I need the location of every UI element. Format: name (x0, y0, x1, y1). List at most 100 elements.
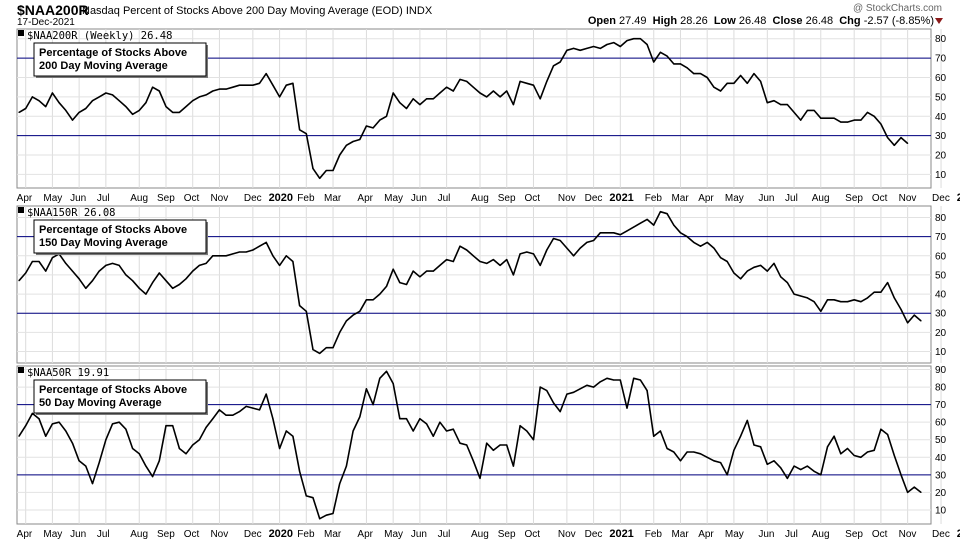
data-point (726, 474, 728, 476)
x-tick-label: Aug (812, 529, 830, 540)
data-point (359, 310, 361, 312)
data-point (599, 381, 601, 383)
x-tick-label: Oct (872, 193, 888, 204)
data-point (412, 270, 414, 272)
panel-label: $NAA50R 19.91 (27, 367, 109, 379)
data-point (492, 259, 494, 261)
data-point (131, 447, 134, 450)
data-point (820, 310, 822, 312)
data-point (91, 483, 94, 485)
x-tick-label: 2020 (269, 192, 293, 204)
data-point (873, 449, 875, 451)
data-point (51, 423, 54, 425)
data-point (245, 84, 247, 86)
data-point (866, 297, 869, 299)
data-point (733, 449, 735, 451)
data-point (646, 389, 648, 392)
data-point (539, 386, 541, 388)
y-tick-label: 20 (935, 488, 947, 499)
x-tick-label: Nov (210, 193, 228, 204)
data-point (780, 276, 782, 278)
data-point (719, 90, 722, 92)
y-tick-label: 30 (935, 309, 947, 320)
data-point (165, 105, 167, 108)
data-point (466, 80, 468, 82)
data-point (158, 460, 160, 462)
data-point (319, 518, 321, 520)
data-point (225, 88, 227, 90)
data-point (686, 451, 688, 453)
data-point (38, 260, 40, 263)
data-point (753, 72, 755, 75)
data-point (38, 100, 40, 102)
data-point (325, 169, 327, 172)
x-tick-label: Aug (471, 529, 489, 540)
description-text: Nasdaq Percent of Stocks Above 200 Day M… (82, 5, 403, 17)
data-point (165, 280, 167, 282)
data-point (673, 224, 675, 226)
y-tick-label: 80 (935, 34, 947, 45)
data-point (740, 278, 742, 280)
data-point (546, 80, 548, 82)
data-point (198, 96, 200, 98)
y-tick-label: 60 (935, 73, 947, 84)
data-point (339, 483, 341, 485)
x-tick-label: Dec (585, 193, 603, 204)
x-tick-label: Oct (524, 529, 540, 540)
data-point (813, 470, 815, 472)
low-value: 26.48 (738, 15, 767, 27)
x-tick-label: Jul (438, 529, 451, 540)
data-point (479, 477, 481, 479)
data-point (619, 45, 621, 48)
data-point (345, 320, 347, 322)
data-point (586, 384, 588, 386)
data-point (486, 442, 488, 444)
data-point (806, 109, 809, 112)
data-point (305, 495, 307, 497)
data-point (31, 412, 33, 414)
data-point (907, 491, 909, 493)
data-point (833, 299, 835, 301)
data-point (332, 169, 334, 172)
data-point (345, 465, 347, 467)
data-point (365, 388, 368, 390)
data-point (826, 299, 829, 301)
data-point (292, 260, 294, 263)
data-point (746, 270, 748, 272)
data-point (85, 465, 87, 467)
data-point (58, 421, 60, 423)
x-tick-label: Apr (357, 529, 373, 540)
data-point (31, 260, 33, 263)
data-point (71, 119, 74, 121)
data-point (512, 274, 515, 276)
data-point (412, 98, 414, 100)
data-point (405, 418, 408, 420)
y-tick-label: 70 (935, 400, 947, 411)
data-point (245, 405, 247, 407)
series-line (18, 370, 922, 520)
data-point (299, 129, 301, 131)
data-point (138, 109, 140, 112)
data-point (278, 96, 281, 98)
data-point (405, 107, 408, 110)
data-point (85, 287, 87, 289)
data-point (920, 320, 922, 322)
data-point (593, 45, 595, 48)
y-tick-label: 70 (935, 232, 947, 243)
data-point (880, 123, 882, 125)
x-tick-label: May (384, 529, 403, 540)
data-point (793, 111, 795, 113)
data-point (486, 262, 488, 265)
data-point (205, 426, 207, 429)
series-line (18, 210, 922, 355)
data-point (439, 421, 441, 423)
data-point (793, 293, 795, 295)
y-tick-label: 20 (935, 328, 947, 339)
data-point (679, 63, 682, 65)
data-point (125, 428, 127, 430)
data-point (299, 470, 301, 472)
data-point (719, 461, 722, 464)
data-point (833, 117, 835, 119)
data-point (218, 88, 221, 90)
data-point (125, 274, 127, 276)
